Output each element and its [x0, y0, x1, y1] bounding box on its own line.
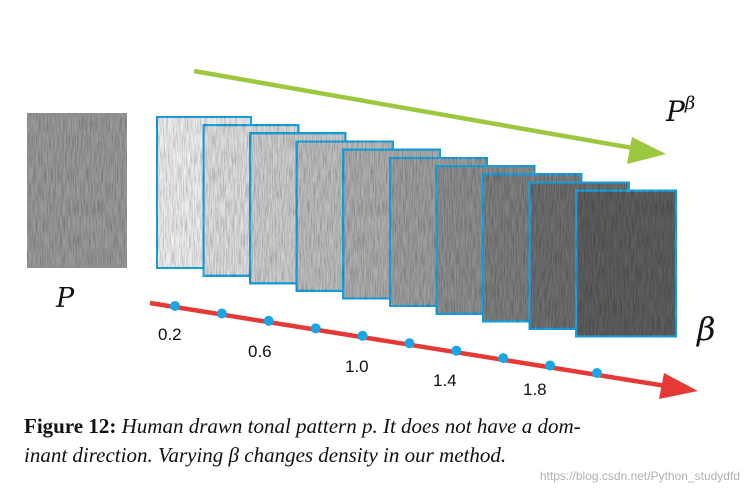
axis-dot	[310, 323, 321, 334]
caption-label: Figure 12:	[24, 414, 117, 438]
axis-dot	[170, 301, 180, 311]
green-arrow-icon	[193, 68, 666, 164]
axis-dot	[404, 338, 415, 349]
tick-label-1-0: 1.0	[345, 357, 369, 376]
figure-caption: Figure 12: Human drawn tonal pattern p. …	[24, 412, 736, 470]
axis-dot	[545, 360, 556, 371]
output-pattern-stack	[154, 114, 679, 340]
tick-label-1-8: 1.8	[523, 380, 547, 399]
axis-dots	[170, 301, 602, 378]
tick-label-0-2: 0.2	[158, 325, 182, 344]
tick-label-0-6: 0.6	[248, 342, 272, 361]
axis-label-beta: β	[696, 310, 716, 348]
axis-dot	[263, 315, 274, 326]
figure-illustration: P Pβ 0.2 0.6 1.0 1.4 1.8 β	[27, 68, 716, 399]
axis-dot	[592, 368, 602, 378]
axis-dot	[498, 353, 509, 364]
axis-dot	[216, 308, 227, 319]
output-label-p-beta: Pβ	[665, 93, 695, 128]
output-pattern-patch	[573, 187, 679, 340]
watermark: https://blog.csdn.net/Python_studydfd	[539, 469, 740, 483]
input-pattern-image	[27, 113, 127, 268]
caption-text-line-1: Human drawn tonal pattern p. It does not…	[121, 414, 581, 438]
input-label-p: P	[55, 283, 75, 314]
axis-dot	[451, 345, 462, 356]
axis-dot	[357, 330, 368, 341]
caption-text-line-2: inant direction. Varying β changes densi…	[24, 443, 507, 467]
tick-label-1-4: 1.4	[433, 371, 457, 390]
